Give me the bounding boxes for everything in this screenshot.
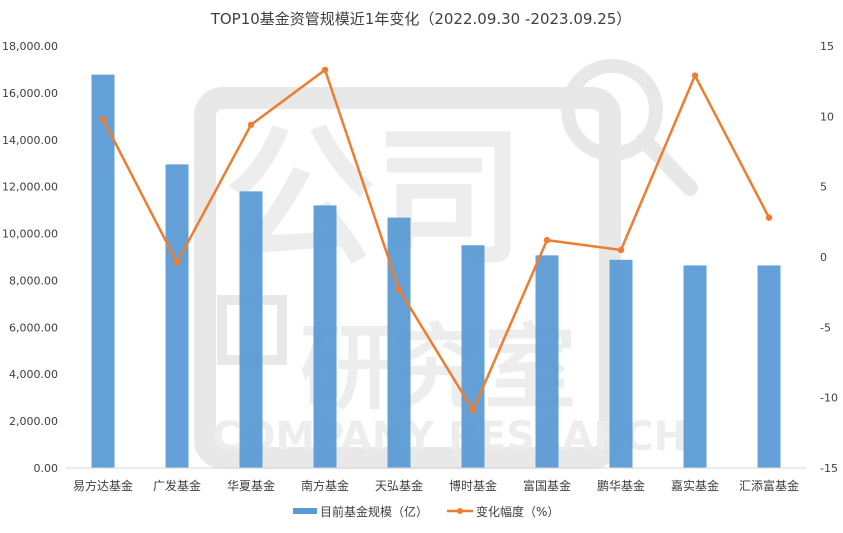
chart-title: TOP10基金资管规模近1年变化（2022.09.30 -2023.09.25） <box>210 10 632 28</box>
watermark: 公司 COMPANY RESEARCH 研究室 <box>194 59 698 469</box>
y-axis-left: 0.00 2,000.00 4,000.00 6,000.00 8,000.00 10,0… <box>2 40 58 475</box>
bar <box>91 74 115 468</box>
bar <box>683 265 707 468</box>
x-tick-label: 南方基金 <box>301 478 349 493</box>
y-left-tick-label: 4,000.00 <box>9 368 58 381</box>
y-right-tick-label: -15 <box>820 462 838 475</box>
y-left-tick-label: 2,000.00 <box>9 415 58 428</box>
y-left-tick-label: 10,000.00 <box>2 228 58 241</box>
y-left-tick-label: 16,000.00 <box>2 87 58 100</box>
watermark-text-cn-2: 研究室 <box>300 315 576 422</box>
bar <box>387 217 411 468</box>
bar <box>165 164 189 468</box>
line-series <box>99 66 773 414</box>
x-axis: 易方达基金 广发基金 华夏基金 南方基金 天弘基金 博时基金 富国基金 鹏华基金 嘉实基金 汇添富… <box>66 467 806 493</box>
x-tick-label: 天弘基金 <box>375 478 423 493</box>
bar <box>535 255 559 468</box>
legend: 目前基金规模（亿） 变化幅度（%） <box>293 504 559 519</box>
y-left-tick-label: 12,000.00 <box>2 181 58 194</box>
line-point <box>321 66 329 74</box>
y-left-tick-label: 0.00 <box>34 462 59 475</box>
bar <box>313 205 337 468</box>
legend-swatch-bar <box>293 508 317 514</box>
bar <box>461 245 485 468</box>
watermark-text-en: COMPANY RESEARCH <box>212 414 687 460</box>
x-tick-label: 嘉实基金 <box>671 478 719 493</box>
bar <box>757 265 781 468</box>
legend-swatch-marker <box>457 508 463 514</box>
bar <box>239 191 263 468</box>
x-tick-label: 富国基金 <box>523 478 571 493</box>
line-point <box>99 115 107 123</box>
y-right-tick-label: 15 <box>820 40 834 53</box>
y-right-tick-label: 0 <box>820 251 827 264</box>
y-left-tick-label: 14,000.00 <box>2 134 58 147</box>
line-point <box>247 121 255 128</box>
line-point <box>173 259 181 266</box>
line-point <box>543 236 551 244</box>
line-point <box>617 246 625 254</box>
y-left-tick-label: 6,000.00 <box>9 321 58 334</box>
y-right-tick-label: 5 <box>820 181 827 194</box>
x-tick-label: 易方达基金 <box>73 478 133 493</box>
x-tick-label: 广发基金 <box>153 478 201 493</box>
y-right-tick-label: 10 <box>820 110 834 123</box>
bar-series <box>91 74 781 468</box>
x-tick-label: 鹏华基金 <box>597 478 645 493</box>
line-point <box>691 72 699 79</box>
bar <box>609 259 633 468</box>
line-point <box>469 407 477 414</box>
line-point <box>765 214 773 221</box>
y-axis-right: -15 -10 -5 0 5 10 15 <box>820 40 838 475</box>
y-right-tick-label: -5 <box>820 321 831 334</box>
y-right-tick-label: -10 <box>820 392 838 405</box>
line-point <box>395 286 403 293</box>
x-tick-label: 汇添富基金 <box>739 478 799 493</box>
legend-label-line: 变化幅度（%） <box>476 504 559 519</box>
legend-label-bar: 目前基金规模（亿） <box>320 504 428 519</box>
x-tick-label: 华夏基金 <box>227 478 275 493</box>
y-left-tick-label: 18,000.00 <box>2 40 58 53</box>
x-tick-label: 博时基金 <box>449 478 497 493</box>
y-left-tick-label: 8,000.00 <box>9 274 58 287</box>
change-line <box>101 68 771 412</box>
